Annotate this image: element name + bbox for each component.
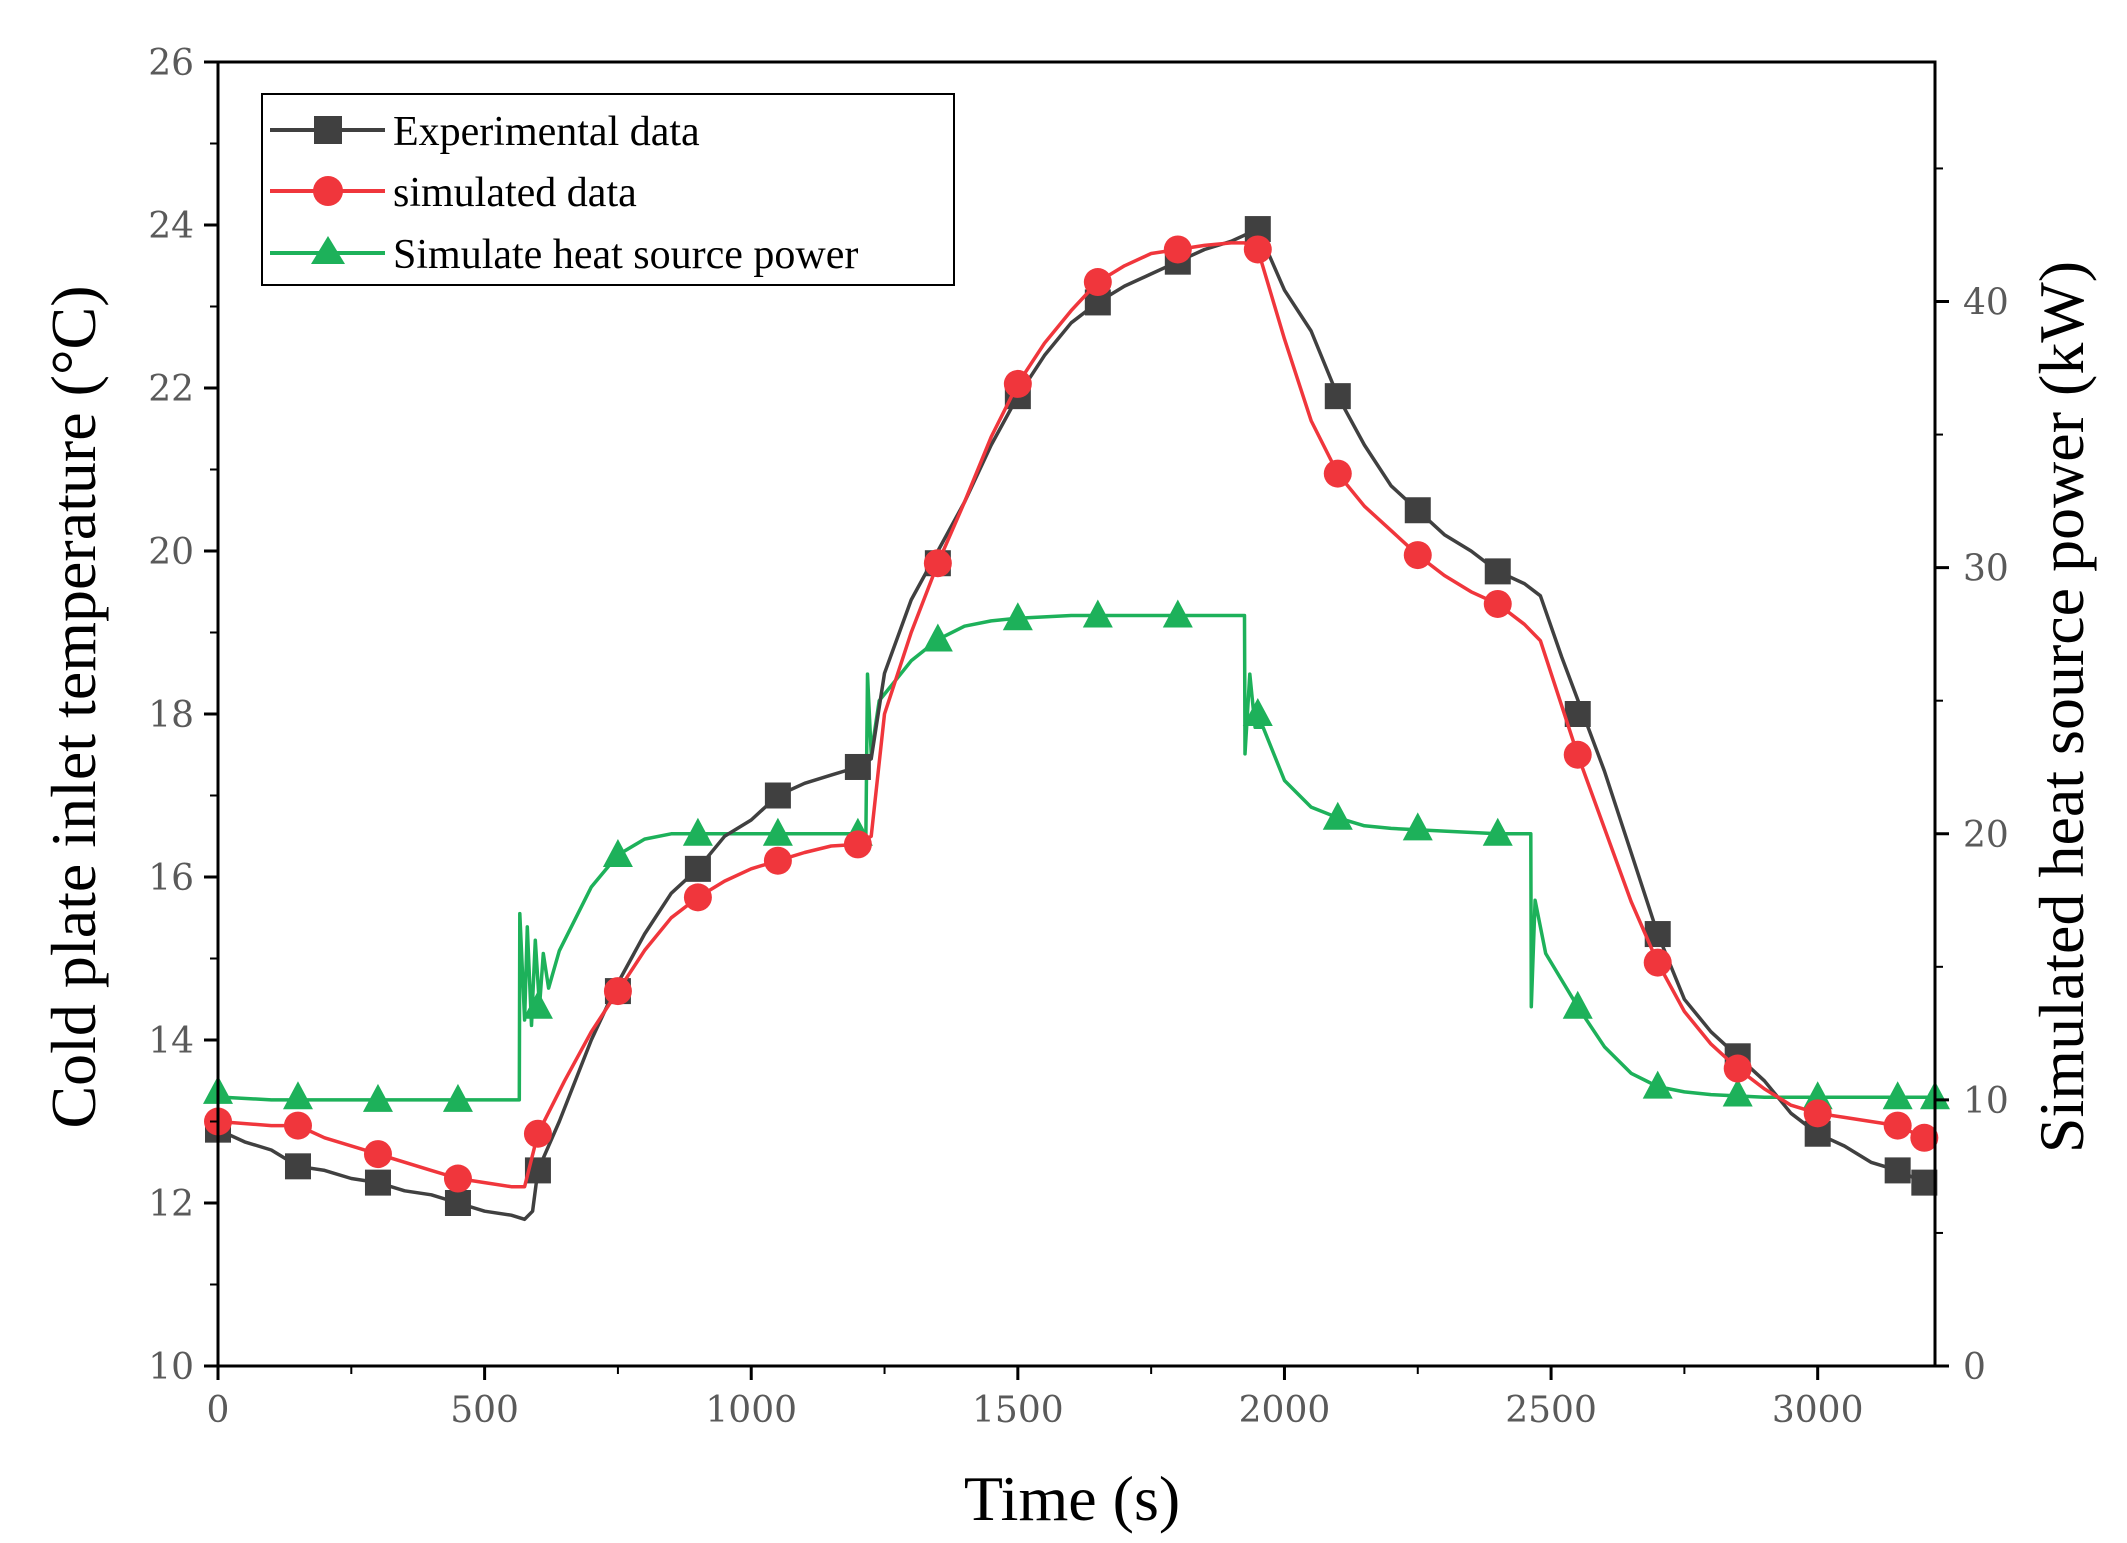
x-tick-label: 3000	[1772, 1390, 1864, 1431]
data-point-simulated	[683, 883, 712, 912]
data-point-experimental	[1404, 497, 1431, 524]
data-point-experimental	[444, 1190, 471, 1216]
series-line-experimental	[217, 227, 1926, 1222]
data-point-simulated	[1563, 740, 1592, 769]
data-point-power	[1482, 817, 1513, 846]
data-point-experimental	[1911, 1169, 1938, 1196]
data-point-simulated	[1723, 1054, 1752, 1083]
y-left-tick-label: 14	[148, 1021, 194, 1062]
series-simulated	[204, 235, 1939, 1193]
y-left-tick-label: 10	[148, 1347, 194, 1388]
data-point-simulated	[843, 830, 872, 859]
data-point-simulated	[1883, 1111, 1912, 1140]
data-point-power	[1402, 812, 1433, 841]
data-point-power	[362, 1083, 393, 1112]
y-right-tick-label: 10	[1963, 1081, 2009, 1122]
y-left-tick-label: 20	[148, 532, 194, 573]
data-point-simulated	[443, 1164, 472, 1193]
data-point-simulated	[1083, 268, 1112, 297]
data-point-power	[602, 839, 633, 868]
x-tick-label: 1500	[972, 1390, 1064, 1431]
x-axis-title: Time (s)	[964, 1463, 1180, 1534]
y-left-tick-label: 18	[148, 695, 194, 736]
data-point-experimental	[1884, 1157, 1911, 1184]
data-point-power	[1562, 990, 1593, 1019]
data-point-experimental	[844, 753, 871, 780]
data-point-power	[1722, 1078, 1753, 1107]
data-point-simulated	[603, 977, 632, 1006]
data-point-power	[1082, 599, 1113, 628]
data-point-experimental	[1564, 701, 1591, 727]
x-tick-label: 2500	[1505, 1390, 1597, 1431]
data-point-simulated	[1003, 369, 1032, 398]
data-point-experimental	[684, 855, 711, 882]
data-point-power	[1162, 599, 1193, 628]
x-tick-label: 500	[450, 1390, 519, 1431]
data-point-simulated	[1243, 235, 1272, 264]
data-point-power	[1322, 801, 1353, 830]
data-point-simulated	[1643, 948, 1672, 977]
data-point-power	[442, 1083, 473, 1112]
data-point-simulated	[1163, 235, 1192, 264]
data-point-experimental	[284, 1153, 311, 1180]
series-layer	[203, 216, 1950, 1222]
data-point-simulated	[1403, 541, 1432, 570]
data-point-power	[522, 990, 553, 1019]
y-left-axis-title: Cold plate inlet temperature (°C)	[38, 285, 109, 1128]
x-tick-label: 2000	[1239, 1390, 1331, 1431]
data-point-power	[1242, 698, 1273, 726]
y-left-tick-label: 24	[148, 206, 194, 247]
y-right-tick-label: 30	[1963, 549, 2009, 590]
y-right-axis-title: Simulated heat source power (kW)	[2026, 261, 2097, 1153]
data-point-power	[282, 1081, 313, 1110]
x-tick-label: 0	[207, 1390, 230, 1431]
data-point-power	[762, 817, 793, 846]
y-left-tick-label: 22	[148, 369, 194, 410]
data-point-simulated	[763, 846, 792, 875]
data-point-simulated	[1483, 589, 1512, 618]
series-line-power	[216, 613, 1935, 1102]
data-point-power	[1882, 1081, 1913, 1110]
data-point-simulated	[283, 1111, 312, 1140]
data-point-experimental	[1324, 383, 1351, 410]
legend-label-simulated: simulated data	[393, 170, 637, 216]
y-right-tick-label: 40	[1963, 283, 2009, 324]
data-point-experimental	[1484, 558, 1511, 585]
x-tick-label: 1000	[705, 1390, 797, 1431]
data-point-simulated	[1910, 1123, 1939, 1152]
y-right-tick-label: 20	[1963, 815, 2009, 856]
legend-marker-simulated	[313, 176, 343, 206]
y-left-tick-label: 16	[148, 858, 194, 899]
y-left-tick-label: 26	[148, 43, 194, 84]
legend-label-experimental: Experimental data	[393, 109, 700, 155]
y-right-tick-label: 0	[1963, 1347, 1986, 1388]
legend-marker-power	[311, 236, 345, 264]
axes-layer: 0 500 1000 1500 2000 2500 3000 10 12 14 16 18 20 22 24…	[148, 43, 2009, 1431]
data-point-experimental	[364, 1169, 391, 1196]
data-point-power	[1002, 602, 1033, 631]
data-point-experimental	[764, 782, 791, 809]
legend-label-power: Simulate heat source power	[393, 232, 858, 278]
data-point-simulated	[363, 1140, 392, 1169]
data-point-power	[1642, 1070, 1673, 1099]
y-left-tick-label: 12	[148, 1184, 194, 1225]
data-point-power	[682, 817, 713, 846]
data-point-simulated	[923, 549, 952, 578]
series-line-simulated	[217, 241, 1926, 1189]
data-point-simulated	[1323, 459, 1352, 488]
legend: Experimental data simulated data Simulat…	[261, 93, 955, 286]
data-point-simulated	[1803, 1099, 1832, 1128]
data-point-power	[922, 623, 953, 652]
legend-marker-experimental	[314, 116, 342, 144]
data-point-simulated	[523, 1119, 552, 1148]
